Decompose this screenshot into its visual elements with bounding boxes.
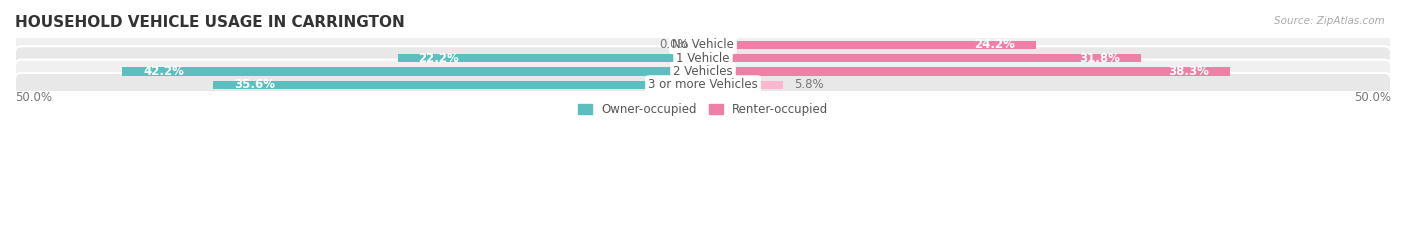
Text: 50.0%: 50.0%: [15, 91, 52, 104]
Text: No Vehicle: No Vehicle: [672, 38, 734, 51]
Bar: [703, 41, 1036, 49]
Bar: [398, 54, 703, 62]
Bar: [122, 67, 703, 75]
Legend: Owner-occupied, Renter-occupied: Owner-occupied, Renter-occupied: [572, 98, 834, 121]
FancyBboxPatch shape: [15, 33, 1391, 57]
Bar: [703, 67, 1230, 75]
Text: 22.2%: 22.2%: [418, 51, 458, 65]
Text: 31.8%: 31.8%: [1078, 51, 1121, 65]
Text: 0.0%: 0.0%: [659, 38, 689, 51]
Text: 3 or more Vehicles: 3 or more Vehicles: [648, 78, 758, 91]
FancyBboxPatch shape: [15, 73, 1391, 96]
Text: HOUSEHOLD VEHICLE USAGE IN CARRINGTON: HOUSEHOLD VEHICLE USAGE IN CARRINGTON: [15, 15, 405, 30]
FancyBboxPatch shape: [15, 60, 1391, 83]
Text: Source: ZipAtlas.com: Source: ZipAtlas.com: [1274, 16, 1385, 26]
Text: 2 Vehicles: 2 Vehicles: [673, 65, 733, 78]
Bar: [214, 81, 703, 89]
Text: 50.0%: 50.0%: [1354, 91, 1391, 104]
Text: 1 Vehicle: 1 Vehicle: [676, 51, 730, 65]
Text: 38.3%: 38.3%: [1168, 65, 1209, 78]
Text: 42.2%: 42.2%: [143, 65, 184, 78]
Text: 5.8%: 5.8%: [794, 78, 824, 91]
Text: 35.6%: 35.6%: [233, 78, 274, 91]
Bar: [703, 54, 1140, 62]
FancyBboxPatch shape: [15, 46, 1391, 70]
Text: 24.2%: 24.2%: [974, 38, 1015, 51]
Bar: [703, 81, 783, 89]
